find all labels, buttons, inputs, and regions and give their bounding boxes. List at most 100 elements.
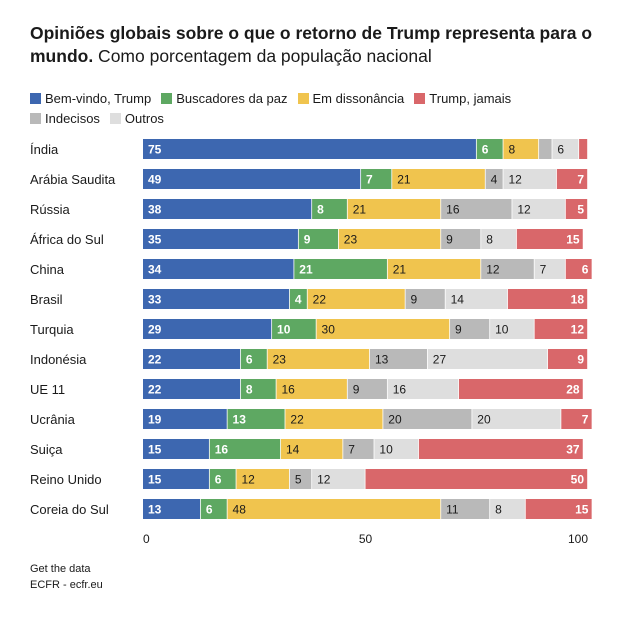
bar-segment — [490, 319, 534, 339]
legend-swatch — [414, 92, 426, 104]
data-label: 30 — [322, 323, 336, 337]
legend-label: Indecisos — [45, 110, 100, 126]
category-label: Reino Unido — [30, 472, 102, 487]
bar-segment — [512, 199, 565, 219]
bar-segment — [209, 469, 236, 489]
data-label: 22 — [313, 293, 327, 307]
category-label: UE 11 — [30, 382, 65, 397]
data-label: 7 — [540, 263, 547, 277]
bar-segment — [289, 469, 312, 489]
chart-title: Opiniões globais sobre o que o retorno d… — [30, 22, 610, 68]
legend-item: Trump, jamais — [414, 91, 511, 106]
legend-item: Em dissonância — [297, 91, 404, 106]
data-label: 23 — [273, 353, 287, 367]
data-label: 8 — [486, 233, 493, 247]
legend-label: Trump, jamais — [429, 90, 512, 106]
bar-segment — [143, 199, 312, 219]
data-label: 16 — [282, 383, 296, 397]
get-the-data-link[interactable]: Get the data — [30, 563, 91, 575]
bar-segment — [143, 139, 476, 159]
bar-segment — [507, 289, 588, 309]
bar-segment — [485, 169, 503, 189]
data-label: 21 — [397, 173, 411, 187]
data-label: 9 — [577, 353, 584, 367]
data-label: 35 — [148, 233, 162, 247]
data-label: 6 — [206, 503, 213, 517]
legend-label: Buscadores da paz — [176, 90, 288, 106]
bar-segment — [289, 289, 307, 309]
legend-row: Bem-vindo, Trump Buscadores da paz Em diss… — [30, 88, 610, 108]
bar-segment — [227, 409, 285, 429]
data-label: 14 — [451, 293, 465, 307]
bar-segment — [143, 169, 361, 189]
data-label: 20 — [388, 413, 402, 427]
bar-segment — [481, 259, 534, 279]
bar-segment — [503, 139, 539, 159]
bar-segment — [392, 169, 485, 189]
bar-segment — [369, 349, 427, 369]
bar-segment — [298, 229, 338, 249]
data-label: 22 — [148, 383, 162, 397]
data-label: 9 — [304, 233, 311, 247]
data-label: 34 — [148, 263, 162, 277]
data-label: 15 — [148, 443, 162, 457]
bar-segment — [338, 229, 441, 249]
category-label: Indonésia — [30, 352, 87, 367]
bar-segment — [490, 499, 525, 519]
data-label: 8 — [508, 143, 515, 157]
data-label: 16 — [446, 203, 460, 217]
bar-segment — [200, 499, 227, 519]
bar-segment — [280, 439, 343, 459]
bar-segment — [143, 229, 298, 249]
legend-row: Indecisos Outros — [30, 108, 610, 128]
bar-segment — [503, 169, 557, 189]
bar-segment — [285, 409, 383, 429]
category-label: Arábia Saudita — [30, 172, 116, 187]
bar-segment — [240, 349, 267, 369]
legend-label: Outros — [124, 110, 164, 126]
legend-swatch — [161, 92, 173, 104]
data-label: 9 — [455, 323, 462, 337]
footer: Get the data ECFR - ecfr.eu — [30, 561, 103, 593]
data-label: 9 — [411, 293, 418, 307]
data-label: 48 — [233, 503, 247, 517]
category-label: Rússia — [30, 202, 71, 217]
bar-segment — [143, 259, 294, 279]
data-label: 13 — [375, 353, 389, 367]
legend-label: Bem-vindo, Trump — [45, 90, 152, 106]
bar-segment — [143, 439, 209, 459]
bar-segment — [143, 319, 272, 339]
chart-subtitle: Como porcentagem da população nacional — [93, 46, 432, 66]
bar-segment — [525, 499, 592, 519]
data-label: 7 — [348, 443, 355, 457]
data-label: 16 — [215, 443, 229, 457]
bar-segment — [441, 499, 490, 519]
bar-segment — [427, 349, 548, 369]
data-label: 29 — [148, 323, 162, 337]
bar-segment — [418, 439, 583, 459]
data-label: 10 — [277, 323, 291, 337]
data-label: 20 — [477, 413, 491, 427]
bar-segment — [143, 349, 241, 369]
data-label: 75 — [148, 143, 162, 157]
x-tick-label: 100 — [568, 532, 588, 546]
data-label: 6 — [582, 263, 589, 277]
data-label: 10 — [495, 323, 509, 337]
data-label: 7 — [582, 413, 589, 427]
data-label: 18 — [571, 293, 585, 307]
data-label: 27 — [433, 353, 447, 367]
bar-segment — [534, 319, 588, 339]
data-label: 13 — [233, 413, 247, 427]
bar-segment — [405, 289, 445, 309]
bar-segment — [552, 139, 579, 159]
bar-segment — [236, 469, 290, 489]
legend-swatch — [30, 112, 41, 124]
legend-item: Bem-vindo, Trump — [30, 91, 151, 106]
data-label: 6 — [557, 143, 564, 157]
bar-segment — [143, 409, 227, 429]
bar-segment — [312, 469, 365, 489]
data-label: 12 — [517, 203, 531, 217]
data-label: 16 — [393, 383, 407, 397]
data-label: 28 — [566, 383, 580, 397]
data-label: 37 — [566, 443, 580, 457]
